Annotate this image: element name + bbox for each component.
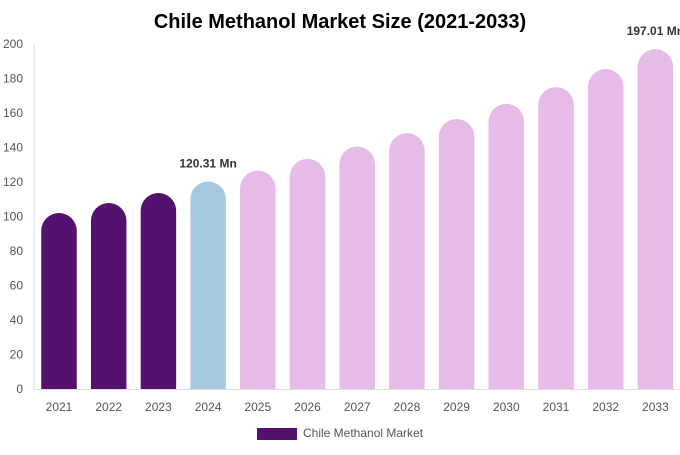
data-labels-group: 120.31 Mn 197.01 Mn xyxy=(179,24,680,170)
x-tick-label: 2031 xyxy=(543,400,570,414)
y-tick-label: 80 xyxy=(10,244,24,258)
x-tick-label: 2026 xyxy=(294,400,321,414)
y-tick-label: 40 xyxy=(10,313,24,327)
x-tick-label: 2027 xyxy=(344,400,371,414)
data-label-2033: 197.01 Mn xyxy=(627,24,680,38)
x-tick-label: 2021 xyxy=(46,400,73,414)
y-tick-label: 20 xyxy=(10,348,24,362)
x-tick-label: 2032 xyxy=(592,400,619,414)
x-tick-label: 2033 xyxy=(642,400,669,414)
bar-2022[interactable] xyxy=(90,203,127,389)
bar-2024[interactable] xyxy=(190,181,226,389)
y-tick-label: 160 xyxy=(3,106,23,120)
legend-swatch xyxy=(257,428,297,440)
bar-2025[interactable] xyxy=(240,170,276,389)
bar-2032[interactable] xyxy=(587,69,624,390)
x-tick-label: 2025 xyxy=(244,400,271,414)
x-tick-label: 2023 xyxy=(145,400,172,414)
legend-label: Chile Methanol Market xyxy=(303,426,424,440)
bar-2029[interactable] xyxy=(438,119,475,389)
bars-group xyxy=(41,49,674,390)
y-axis: 0 20 40 60 80 100 120 140 160 180 200 xyxy=(3,37,35,396)
bar-2033[interactable] xyxy=(637,49,674,390)
bar-2027[interactable] xyxy=(339,146,375,389)
y-tick-label: 200 xyxy=(3,37,23,51)
y-tick-label: 0 xyxy=(16,382,23,396)
chart-title: Chile Methanol Market Size (2021-2033) xyxy=(154,11,526,33)
x-tick-label: 2029 xyxy=(443,400,470,414)
bar-2028[interactable] xyxy=(389,133,425,389)
y-tick-label: 60 xyxy=(10,279,24,293)
data-label-2024: 120.31 Mn xyxy=(179,156,236,170)
bar-2031[interactable] xyxy=(538,87,574,389)
bar-2030[interactable] xyxy=(488,103,525,390)
bar-2021[interactable] xyxy=(41,213,77,389)
y-tick-label: 180 xyxy=(3,72,23,86)
bar-2026[interactable] xyxy=(289,158,326,389)
y-tick-label: 120 xyxy=(3,175,23,189)
x-tick-label: 2030 xyxy=(493,400,520,414)
bar-2023[interactable] xyxy=(140,193,177,389)
x-tick-label: 2022 xyxy=(95,400,122,414)
legend[interactable]: Chile Methanol Market xyxy=(257,426,424,440)
x-tick-label: 2028 xyxy=(394,400,421,414)
x-axis: 2021 2022 2023 2024 2025 2026 2027 2028 2029 2030… xyxy=(34,389,680,414)
x-tick-label: 2024 xyxy=(195,400,222,414)
y-tick-label: 140 xyxy=(3,141,23,155)
y-tick-label: 100 xyxy=(3,210,23,224)
